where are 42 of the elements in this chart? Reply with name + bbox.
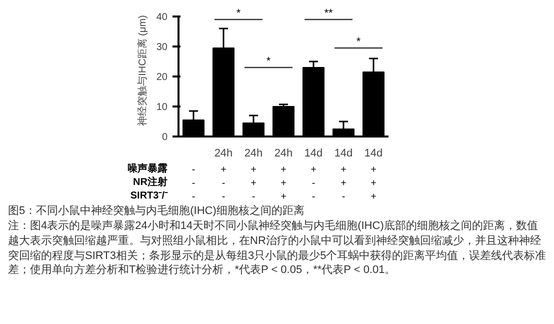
text: + <box>280 178 287 189</box>
text: - <box>192 178 196 189</box>
text: + <box>340 164 347 176</box>
text: + <box>250 178 257 189</box>
text: - <box>192 164 196 176</box>
text: - <box>252 191 256 202</box>
text: - <box>312 191 316 202</box>
text: 图5：不同小鼠中神经突触与内毛细胞(IHC)细胞核之间的距离 <box>8 204 306 219</box>
text: - <box>312 178 316 189</box>
y-tick-label: 30 <box>156 42 168 53</box>
text: - <box>342 191 346 202</box>
y-axis-title: 神经突触与IHC距离 (μm) <box>136 15 148 126</box>
text: - <box>192 191 196 202</box>
annotation: * <box>236 8 242 20</box>
annotation: ** <box>324 8 334 20</box>
text: + <box>280 164 287 176</box>
x-tick-label: 14d <box>334 148 353 160</box>
text: + <box>250 164 257 176</box>
y-tick-label: 10 <box>156 102 168 113</box>
text: NR注射 <box>133 176 168 188</box>
x-tick-label: 24h <box>214 148 233 160</box>
text: + <box>280 191 287 202</box>
text: + <box>340 178 347 189</box>
text: - <box>222 191 226 202</box>
annotation: * <box>356 36 362 48</box>
y-tick-label: 0 <box>162 132 168 143</box>
text: + <box>370 191 377 202</box>
text: + <box>370 178 377 189</box>
y-tick-label: 40 <box>156 12 168 23</box>
x-tick-label: 24h <box>274 148 293 160</box>
text: - <box>222 178 226 189</box>
text: SIRT3⁻/⁻ <box>130 190 168 202</box>
text: 噪声暴露 <box>128 162 168 175</box>
text: + <box>310 164 317 176</box>
x-tick-label: 24h <box>244 148 263 160</box>
x-tick-label: 14d <box>304 148 323 160</box>
y-tick-label: 20 <box>156 72 168 83</box>
text: + <box>370 164 377 176</box>
x-tick-label: 14d <box>364 148 383 160</box>
text: 注：图4表示的是噪声暴露24小时和14天时不同小鼠神经突触与内毛细胞(IHC)底部的细胞核之间的距离，数值越大表示突触回缩越严重。与对照组小鼠相比，在NR治疗的小鼠中可以看到神经突触回缩减少，并且这种神经突回缩的程度与SIRT3相关；条形显示的是从每组3只小鼠的最少5个耳蜗中获得的距离平均值，误差线代表标准差；使用单向方差分析和T检验进行统计分析，*代表P < 0.05，**代表P < 0.01。 <box>8 218 548 278</box>
text: + <box>220 164 227 176</box>
annotation: * <box>266 56 272 68</box>
